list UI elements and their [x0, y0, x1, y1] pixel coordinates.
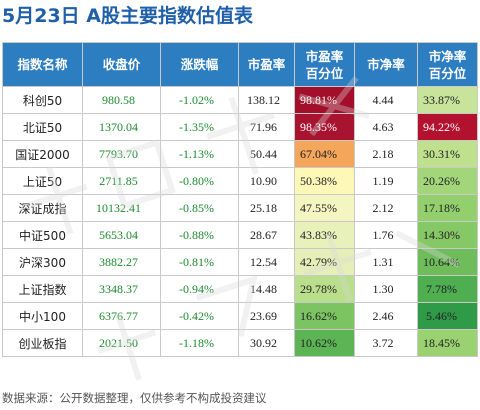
pe-percentile-cell: 42.79%	[294, 248, 355, 276]
table-row: 科创50 980.58 -1.02% 138.12 98.81% 4.44 33.87%	[2, 86, 478, 114]
table-header-row: 指数名称 收盘价 涨跌幅 市盈率 市盈率 百分位 市净率 市净率 百分位	[2, 42, 478, 87]
table-row: 国证2000 7793.70 -1.13% 50.44 67.04% 2.18 30.31%	[2, 140, 478, 168]
change-percent-cell: -0.80%	[160, 167, 239, 195]
index-name-cell: 北证50	[2, 113, 83, 141]
pb-percentile-cell: 18.45%	[417, 329, 478, 357]
column-header-pe: 市盈率	[238, 42, 295, 87]
column-header-pe-percentile: 市盈率 百分位	[294, 42, 355, 87]
column-header-pb: 市净率	[354, 42, 418, 87]
change-percent-cell: -1.13%	[160, 140, 239, 168]
pb-cell: 2.46	[354, 302, 418, 330]
pe-percentile-cell: 67.04%	[294, 140, 355, 168]
close-price-cell: 1370.04	[82, 113, 161, 141]
close-price-cell: 3882.27	[82, 248, 161, 276]
pb-percentile-cell: 17.18%	[417, 194, 478, 222]
pb-percentile-cell: 94.22%	[417, 113, 478, 141]
close-price-cell: 980.58	[82, 86, 161, 114]
pb-percentile-cell: 33.87%	[417, 86, 478, 114]
pe-percentile-cell: 50.38%	[294, 167, 355, 195]
index-name-cell: 科创50	[2, 86, 83, 114]
pe-percentile-cell: 16.62%	[294, 302, 355, 330]
table-row: 上证指数 3348.37 -0.94% 14.48 29.78% 1.30 7.78%	[2, 275, 478, 303]
header-line: 百分位	[428, 65, 467, 81]
pb-percentile-cell: 5.46%	[417, 302, 478, 330]
change-percent-cell: -1.35%	[160, 113, 239, 141]
index-name-cell: 深证成指	[2, 194, 83, 222]
pe-percentile-cell: 10.62%	[294, 329, 355, 357]
close-price-cell: 10132.41	[82, 194, 161, 222]
pe-cell: 12.54	[238, 248, 295, 276]
close-price-cell: 2711.85	[82, 167, 161, 195]
pb-cell: 1.30	[354, 275, 418, 303]
change-percent-cell: -0.94%	[160, 275, 239, 303]
pe-cell: 30.92	[238, 329, 295, 357]
pe-percentile-cell: 29.78%	[294, 275, 355, 303]
column-header-change: 涨跌幅	[160, 42, 239, 87]
column-header-close: 收盘价	[82, 42, 161, 87]
pe-percentile-cell: 98.35%	[294, 113, 355, 141]
pb-cell: 1.76	[354, 221, 418, 249]
header-line: 百分位	[305, 65, 344, 81]
table-row: 中证500 5653.04 -0.88% 28.67 43.83% 1.76 14.30%	[2, 221, 478, 249]
pe-cell: 10.90	[238, 167, 295, 195]
pe-cell: 138.12	[238, 86, 295, 114]
table-row: 沪深300 3882.27 -0.81% 12.54 42.79% 1.31 10.64%	[2, 248, 478, 276]
index-name-cell: 中小100	[2, 302, 83, 330]
column-header-pb-percentile: 市净率 百分位	[417, 42, 478, 87]
pb-cell: 4.44	[354, 86, 418, 114]
valuation-table: 指数名称 收盘价 涨跌幅 市盈率 市盈率 百分位 市净率 市净率 百分位 科创5…	[2, 42, 478, 357]
header-line: 市盈率	[305, 48, 344, 64]
pb-cell: 2.12	[354, 194, 418, 222]
close-price-cell: 3348.37	[82, 275, 161, 303]
change-percent-cell: -0.85%	[160, 194, 239, 222]
pe-cell: 50.44	[238, 140, 295, 168]
pe-cell: 25.18	[238, 194, 295, 222]
change-percent-cell: -1.02%	[160, 86, 239, 114]
index-name-cell: 中证500	[2, 221, 83, 249]
pb-percentile-cell: 10.64%	[417, 248, 478, 276]
index-name-cell: 上证指数	[2, 275, 83, 303]
change-percent-cell: -0.81%	[160, 248, 239, 276]
index-name-cell: 上证50	[2, 167, 83, 195]
column-header-name: 指数名称	[2, 42, 83, 87]
header-line: 市净率	[428, 48, 467, 64]
pe-cell: 28.67	[238, 221, 295, 249]
pb-cell: 3.72	[354, 329, 418, 357]
close-price-cell: 5653.04	[82, 221, 161, 249]
table-row: 创业板指 2021.50 -1.18% 30.92 10.62% 3.72 18.45%	[2, 329, 478, 357]
change-percent-cell: -1.18%	[160, 329, 239, 357]
index-name-cell: 创业板指	[2, 329, 83, 357]
pb-percentile-cell: 14.30%	[417, 221, 478, 249]
pb-cell: 4.63	[354, 113, 418, 141]
pb-cell: 2.18	[354, 140, 418, 168]
pe-cell: 23.69	[238, 302, 295, 330]
change-percent-cell: -0.88%	[160, 221, 239, 249]
pe-percentile-cell: 43.83%	[294, 221, 355, 249]
pe-cell: 71.96	[238, 113, 295, 141]
table-row: 上证50 2711.85 -0.80% 10.90 50.38% 1.19 20.26%	[2, 167, 478, 195]
table-row: 北证50 1370.04 -1.35% 71.96 98.35% 4.63 94.22%	[2, 113, 478, 141]
close-price-cell: 7793.70	[82, 140, 161, 168]
table-row: 中小100 6376.77 -0.42% 23.69 16.62% 2.46 5.46%	[2, 302, 478, 330]
pe-percentile-cell: 98.81%	[294, 86, 355, 114]
close-price-cell: 2021.50	[82, 329, 161, 357]
pb-percentile-cell: 7.78%	[417, 275, 478, 303]
pe-percentile-cell: 47.55%	[294, 194, 355, 222]
index-name-cell: 沪深300	[2, 248, 83, 276]
pe-cell: 14.48	[238, 275, 295, 303]
table-row: 深证成指 10132.41 -0.85% 25.18 47.55% 2.12 17.18%	[2, 194, 478, 222]
index-name-cell: 国证2000	[2, 140, 83, 168]
close-price-cell: 6376.77	[82, 302, 161, 330]
change-percent-cell: -0.42%	[160, 302, 239, 330]
pb-percentile-cell: 30.31%	[417, 140, 478, 168]
pb-percentile-cell: 20.26%	[417, 167, 478, 195]
footer-source-note: 数据来源：公开数据整理，仅供参考不构成投资建议	[2, 391, 267, 405]
page-title: 5月23日 A股主要指数估值表	[2, 5, 253, 27]
pb-cell: 1.19	[354, 167, 418, 195]
pb-cell: 1.31	[354, 248, 418, 276]
